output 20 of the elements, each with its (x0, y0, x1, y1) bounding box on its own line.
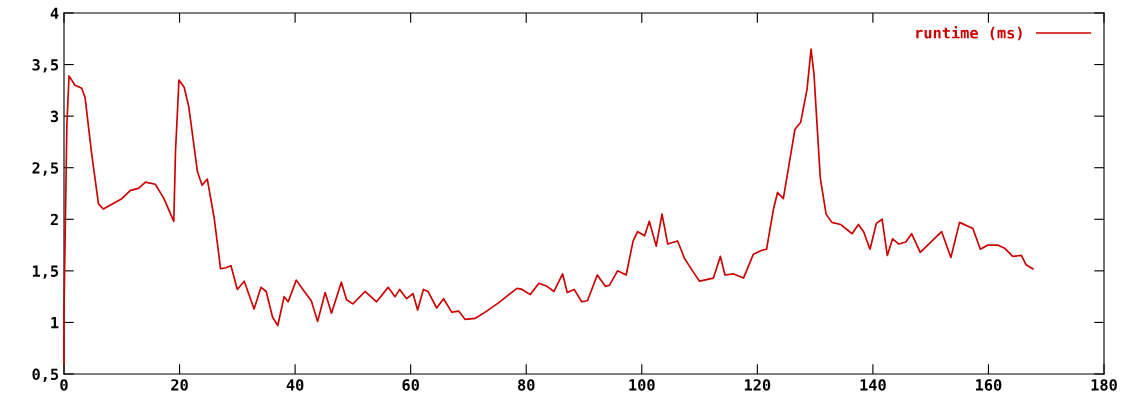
legend-label: runtime (ms) (916, 25, 1022, 41)
x-tick-label: 100 (629, 379, 655, 391)
x-tick-label: 80 (517, 379, 535, 391)
x-tick-label: 40 (286, 379, 304, 391)
line-series (63, 48, 1034, 365)
x-tick-label: 60 (402, 379, 419, 391)
y-tick-label: 3 (50, 110, 59, 123)
y-tick-label: 1 (51, 317, 59, 329)
x-tick-label: 120 (744, 379, 771, 391)
y-tick-label: 2,5 (32, 162, 59, 176)
x-tick-label: 160 (976, 379, 1002, 391)
x-tick-label: 140 (860, 379, 886, 391)
y-tick-label: 2 (50, 213, 58, 226)
x-tick-label: 20 (171, 379, 188, 391)
y-tick-label: 1,5 (32, 265, 59, 279)
x-tick-label: 0 (60, 379, 68, 391)
y-tick-label: 0,5 (32, 368, 59, 382)
x-tick-label: 180 (1091, 379, 1117, 391)
y-tick-label: 4 (50, 7, 59, 19)
y-tick-label: 3,5 (32, 59, 59, 73)
